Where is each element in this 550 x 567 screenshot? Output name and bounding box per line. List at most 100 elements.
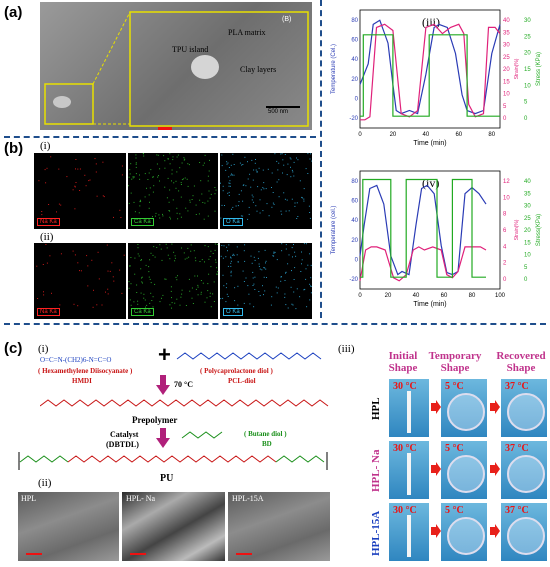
- eds-dot: [95, 163, 97, 165]
- eds-dot: [293, 291, 295, 293]
- eds-dot: [310, 153, 312, 155]
- eds-dot: [301, 263, 302, 265]
- eds-dot: [309, 212, 311, 213]
- eds-dot: [80, 270, 82, 272]
- eds-dot: [150, 282, 152, 284]
- eds-dot: [281, 276, 282, 278]
- eds-dot: [169, 216, 171, 218]
- eds-dot: [220, 217, 222, 219]
- eds-dot: [185, 305, 187, 306]
- eds-dot: [183, 157, 185, 159]
- y-mid-tick-label: 0: [503, 116, 507, 122]
- series-line: [359, 184, 487, 276]
- eds-dot: [258, 251, 260, 253]
- photo-temporary: 5 °C: [440, 502, 488, 562]
- eds-dot: [294, 202, 296, 204]
- eds-dot: [284, 280, 286, 281]
- eds-dot: [257, 186, 259, 188]
- eds-dot: [96, 304, 98, 306]
- eds-dot: [172, 159, 174, 161]
- eds-dot: [265, 262, 266, 264]
- y-right-tick-label: 20: [524, 228, 531, 234]
- row-head: HPL-15A: [370, 510, 382, 556]
- eds-dot: [277, 169, 279, 171]
- eds-dot: [75, 168, 76, 170]
- eds-dot: [148, 271, 150, 273]
- eds-dot: [256, 171, 258, 173]
- eds-dot: [143, 155, 145, 157]
- eds-dot: [247, 218, 249, 220]
- eds-dot: [293, 175, 295, 177]
- eds-dot: [224, 205, 225, 206]
- eds-dot: [77, 262, 79, 264]
- tem-image: [40, 2, 312, 130]
- eds-dot: [243, 184, 245, 186]
- prepolymer-label: Prepolymer: [132, 415, 178, 425]
- eds-dot: [295, 255, 297, 257]
- eds-dot: [226, 246, 228, 248]
- eds-dot: [252, 285, 254, 286]
- eds-dot: [178, 190, 180, 192]
- eds-dot: [282, 159, 284, 161]
- eds-dot: [234, 300, 236, 302]
- eds-dot: [159, 217, 161, 219]
- eds-dot: [174, 260, 176, 262]
- y-mid-tick-label: 40: [503, 18, 510, 24]
- x-tick-label: 100: [495, 293, 506, 299]
- y-left-tick-label: 40: [351, 218, 358, 224]
- eds-dot: [291, 169, 293, 171]
- eds-dot: [243, 281, 245, 282]
- eds-dot: [294, 267, 296, 269]
- eds-dot: [296, 157, 297, 159]
- eds-dot: [152, 306, 154, 308]
- eds-dot: [222, 297, 224, 299]
- photo-temporary: 5 °C: [440, 440, 488, 500]
- eds-dot: [128, 281, 130, 283]
- y-mid-tick-label: 6: [503, 228, 507, 234]
- eds-dot: [259, 199, 261, 201]
- eds-dot: [46, 167, 48, 169]
- eds-dot: [137, 253, 139, 255]
- eds-dot: [256, 210, 258, 212]
- eds-dot: [146, 187, 147, 189]
- sub-label-c-ii: (ii): [38, 477, 52, 489]
- x-tick-label: 40: [423, 132, 430, 138]
- eds-dot: [132, 176, 134, 178]
- eds-dot: [297, 216, 299, 217]
- eds-dot: [162, 215, 164, 217]
- eds-dot: [291, 198, 293, 200]
- eds-dot: [44, 169, 46, 171]
- arrow-down-icon-2: [156, 428, 170, 448]
- eds-dot: [217, 271, 219, 273]
- eds-dot: [141, 276, 143, 278]
- eds-dot: [222, 274, 224, 276]
- eds-dot: [252, 196, 254, 198]
- eds-dot: [257, 257, 259, 259]
- eds-dot: [216, 267, 218, 269]
- eds-dot: [275, 286, 277, 288]
- eds-dot: [159, 168, 161, 170]
- eds-dot: [191, 297, 193, 299]
- hmdi-name: ( Hexamethylene Diisocyanate ): [38, 367, 133, 375]
- eds-dot: [209, 197, 211, 199]
- eds-dot: [280, 276, 282, 278]
- eds-dot: [208, 190, 210, 192]
- eds-dot: [162, 213, 163, 215]
- y-mid-tick-label: 35: [503, 30, 510, 36]
- eds-dot: [284, 296, 286, 298]
- eds-dot: [214, 210, 216, 212]
- eds-dot: [74, 254, 76, 256]
- scale-label: 500 nm: [268, 109, 289, 115]
- eds-dot: [153, 246, 155, 248]
- eds-dot: [120, 217, 122, 218]
- eds-dot: [271, 187, 272, 188]
- eds-dot: [263, 294, 264, 296]
- eds-dot: [285, 304, 287, 306]
- sem-image-hpl: HPL: [18, 492, 119, 561]
- eds-dot: [36, 265, 38, 267]
- eds-dot: [262, 187, 264, 189]
- eds-dot: [176, 207, 178, 209]
- photo-recovered: 37 °C: [500, 440, 548, 500]
- eds-dot: [86, 255, 88, 257]
- eds-dot: [252, 271, 254, 273]
